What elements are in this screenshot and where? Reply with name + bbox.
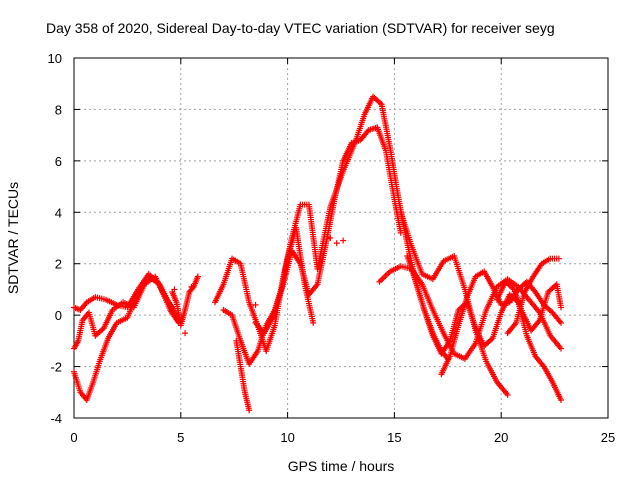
x-tick-label: 5 — [177, 430, 184, 445]
data-point — [189, 285, 196, 292]
data-point — [558, 304, 565, 311]
y-tick-label: 2 — [55, 257, 62, 272]
data-point — [397, 229, 404, 236]
data-point — [310, 319, 317, 326]
x-tick-label: 15 — [387, 430, 401, 445]
axis-ticks: 0 5 10 15 20 25 -4 -2 0 2 4 6 8 10 — [48, 51, 616, 445]
y-tick-label: 6 — [55, 154, 62, 169]
plot-frame — [73, 57, 609, 419]
data-points — [71, 93, 565, 414]
data-point — [340, 237, 347, 244]
data-point — [194, 273, 201, 280]
y-tick-label: -4 — [50, 411, 62, 426]
y-tick-label: 4 — [55, 205, 62, 220]
data-point — [252, 301, 259, 308]
x-tick-label: 10 — [280, 430, 294, 445]
grid — [74, 58, 608, 418]
data-point — [188, 283, 195, 290]
data-point — [504, 391, 511, 398]
data-point — [558, 345, 565, 352]
y-tick-label: 0 — [55, 308, 62, 323]
chart-title: Day 358 of 2020, Sidereal Day-to-day VTE… — [46, 20, 555, 36]
data-point — [182, 330, 189, 337]
data-point — [333, 240, 340, 247]
y-tick-label: -2 — [50, 360, 62, 375]
x-axis-label: GPS time / hours — [288, 458, 395, 474]
y-axis-label: SDTVAR / TECUs — [5, 182, 21, 294]
x-tick-label: 25 — [601, 430, 615, 445]
data-point — [327, 235, 334, 241]
data-point — [177, 317, 184, 324]
y-tick-label: 8 — [55, 102, 62, 117]
x-tick-label: 20 — [494, 430, 508, 445]
data-point — [558, 319, 565, 326]
data-point — [558, 397, 565, 403]
data-point — [555, 255, 562, 262]
y-tick-label: 10 — [48, 51, 62, 66]
data-point — [246, 407, 253, 414]
x-tick-label: 0 — [70, 430, 77, 445]
data-point — [171, 286, 178, 293]
